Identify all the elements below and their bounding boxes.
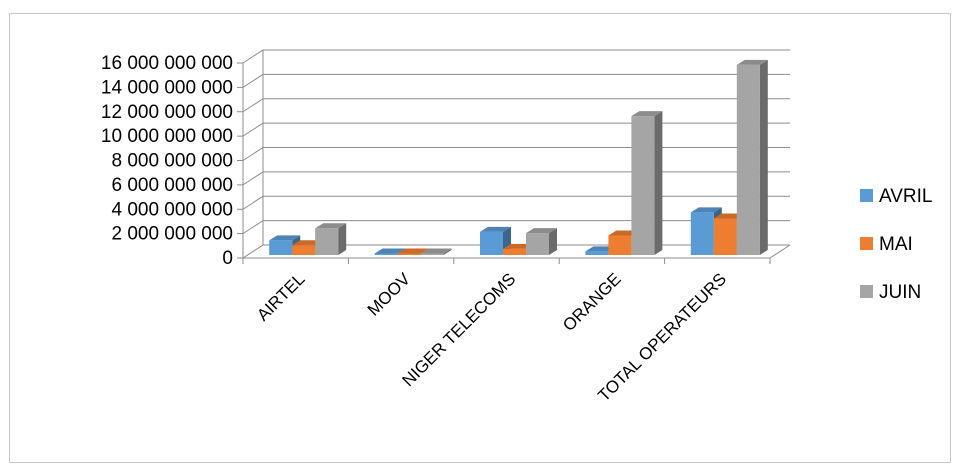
gridline — [242, 49, 790, 64]
legend-swatch — [860, 237, 873, 250]
y-tick-label: 12 000 000 000 — [101, 102, 233, 123]
y-tick-label: 2 000 000 000 — [111, 224, 233, 245]
bar-juin-orange — [631, 111, 663, 255]
y-tick-label: 8 000 000 000 — [111, 151, 233, 172]
legend-label: JUIN — [879, 282, 921, 303]
bars — [269, 59, 768, 255]
x-category-label: ORANGE — [559, 269, 625, 335]
y-tick-label: 10 000 000 000 — [101, 126, 233, 147]
legend-label: AVRIL — [879, 186, 933, 207]
gridline — [242, 73, 790, 88]
legend-swatch — [860, 285, 873, 298]
x-category-label: AIRTEL — [253, 269, 308, 324]
bar-juin-moov — [420, 248, 452, 255]
y-tick-label: 14 000 000 000 — [101, 77, 233, 98]
legend-item-avril: AVRIL — [860, 186, 933, 207]
y-tick-label: 4 000 000 000 — [111, 199, 233, 220]
axes — [237, 50, 791, 264]
gridline — [242, 122, 790, 137]
legend-swatch — [860, 189, 873, 202]
legend-label: MAI — [879, 234, 913, 255]
legend: AVRIL MAI JUIN — [860, 186, 933, 303]
gridline — [242, 147, 790, 161]
bar-juin-airtel — [315, 223, 347, 255]
bar-juin-niger-telecoms — [526, 228, 557, 255]
y-tick-label: 16 000 000 000 — [101, 53, 233, 74]
gridline — [242, 195, 790, 210]
legend-item-juin: JUIN — [860, 282, 921, 303]
y-tick-label: 0 — [222, 248, 233, 269]
y-tick-label: 6 000 000 000 — [111, 175, 233, 196]
legend-item-mai: MAI — [860, 234, 913, 255]
bar-juin-total-operateurs — [736, 59, 768, 255]
y-axis-ticks: 0 2 000 000 000 4 000 000 000 6 000 000 000… — [101, 53, 233, 269]
x-category-label: NIGER TELECOMS — [399, 269, 520, 390]
gridline — [242, 98, 790, 113]
gridline — [242, 171, 790, 186]
x-category-label: MOOV — [364, 269, 415, 320]
